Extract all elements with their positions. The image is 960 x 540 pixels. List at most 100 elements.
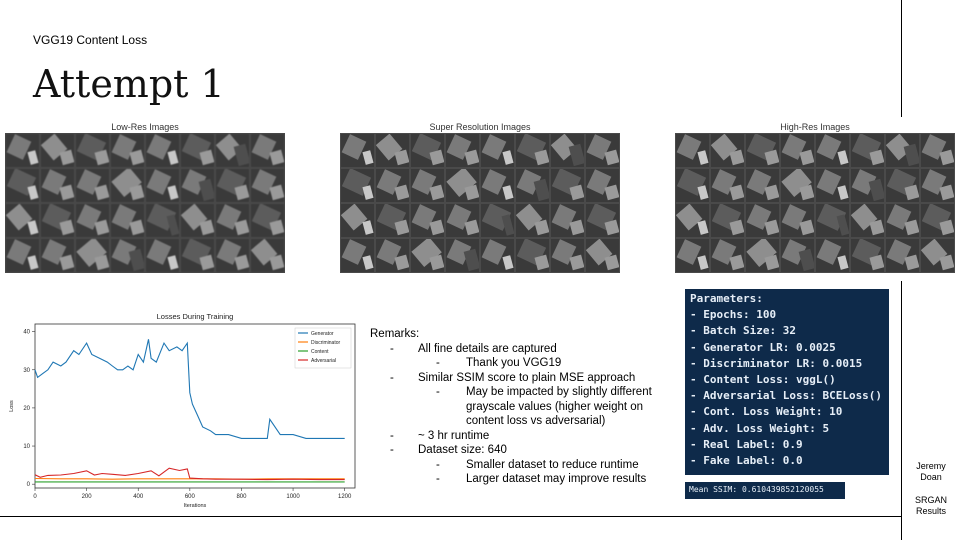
image-tile [481, 204, 514, 237]
image-tile [181, 204, 214, 237]
x-tick-label: 1000 [286, 494, 300, 500]
remark-line: - All fine details are captured [370, 342, 557, 357]
image-tile [886, 204, 919, 237]
image-tile [146, 239, 179, 272]
x-axis-label: Iterations [184, 503, 207, 509]
image-tile [146, 204, 179, 237]
image-tile [76, 239, 109, 272]
image-tile [376, 239, 409, 272]
image-tile [586, 204, 619, 237]
low-res-caption: Low-Res Images [111, 122, 179, 132]
image-tile [341, 169, 374, 202]
image-tile [516, 169, 549, 202]
divider-horizontal [0, 516, 901, 517]
x-tick-label: 200 [82, 494, 93, 500]
remark-text: May be impacted by slightly different [466, 386, 652, 398]
image-tile [516, 134, 549, 167]
image-tile [481, 169, 514, 202]
image-tile [111, 204, 144, 237]
parameter-item: - Fake Label: 0.0 [690, 454, 803, 468]
image-tile [781, 204, 814, 237]
image-tile [411, 239, 444, 272]
y-tick-label: 10 [23, 444, 30, 450]
image-tile [376, 169, 409, 202]
image-tile [6, 134, 39, 167]
high-res-image-grid [675, 133, 955, 273]
bullet-dash: - [390, 371, 394, 384]
image-tile [586, 134, 619, 167]
remark-text: All fine details are captured [418, 342, 557, 355]
image-tile [181, 134, 214, 167]
image-tile [586, 169, 619, 202]
image-tile [341, 134, 374, 167]
parameter-item: - Generator LR: 0.0025 [690, 340, 836, 354]
image-tile [446, 134, 479, 167]
image-tile [76, 134, 109, 167]
image-tile [816, 239, 849, 272]
bullet-dash: - [390, 342, 394, 355]
tag-line-2: Results [915, 506, 946, 516]
parameter-item: - Batch Size: 32 [690, 324, 796, 338]
x-tick-label: 400 [133, 494, 144, 500]
image-tile [411, 169, 444, 202]
image-tile [746, 204, 779, 237]
image-tile [251, 134, 284, 167]
bullet-dash: - [436, 473, 440, 485]
y-tick-label: 30 [23, 368, 30, 374]
legend-box [294, 327, 352, 369]
author-last-name: Doan [920, 472, 942, 482]
image-tile [921, 134, 954, 167]
chart-title: Losses During Training [157, 312, 234, 321]
image-tile [111, 239, 144, 272]
image-tile [41, 204, 74, 237]
series-line-generator [34, 339, 345, 439]
x-tick-label: 600 [185, 494, 196, 500]
image-tile [921, 239, 954, 272]
author-first-name: Jeremy [916, 461, 946, 471]
image-tile [886, 239, 919, 272]
image-tile [251, 204, 284, 237]
image-tile [921, 169, 954, 202]
image-tile [516, 204, 549, 237]
remark-line: - ~ 3 hr runtime [370, 429, 489, 444]
image-tile [816, 204, 849, 237]
image-tile [6, 204, 39, 237]
image-tile [676, 239, 709, 272]
remark-line: - Similar SSIM score to plain MSE approac… [370, 371, 635, 386]
image-tile [111, 169, 144, 202]
parameters-header: Parameters: [690, 292, 763, 305]
image-tile [586, 239, 619, 272]
image-tile [816, 134, 849, 167]
bullet-dash: - [436, 386, 440, 398]
image-tile [216, 239, 249, 272]
image-tile [851, 169, 884, 202]
parameter-item: - Cont. Loss Weight: 10 [690, 405, 843, 419]
image-tile [746, 239, 779, 272]
tag-line-1: SRGAN [914, 495, 947, 505]
image-tile [711, 239, 744, 272]
x-tick-label: 800 [236, 494, 247, 500]
image-tile [481, 239, 514, 272]
image-tile [76, 169, 109, 202]
bullet-dash: - [390, 444, 394, 456]
remark-text: ~ 3 hr runtime [418, 429, 490, 442]
y-axis-label: Loss [9, 400, 15, 412]
remark-text: Smaller dataset to reduce runtime [466, 458, 639, 471]
high-res-caption: High-Res Images [780, 122, 850, 132]
image-tile [411, 204, 444, 237]
image-tile [146, 169, 179, 202]
legend-label: Generator [311, 331, 334, 337]
bullet-dash: - [436, 458, 440, 471]
parameter-item: - Adversarial Loss: BCELoss() [690, 389, 883, 403]
x-tick-label: 1200 [338, 494, 352, 500]
image-tile [341, 239, 374, 272]
image-tile [216, 134, 249, 167]
legend-label: Content [311, 349, 329, 355]
image-tile [76, 204, 109, 237]
image-tile [781, 239, 814, 272]
slide-title: Attempt 1 [33, 62, 225, 106]
series-line-adversarial [34, 467, 345, 481]
image-tile [676, 169, 709, 202]
parameter-item: - Real Label: 0.9 [690, 437, 803, 451]
image-tile [781, 169, 814, 202]
